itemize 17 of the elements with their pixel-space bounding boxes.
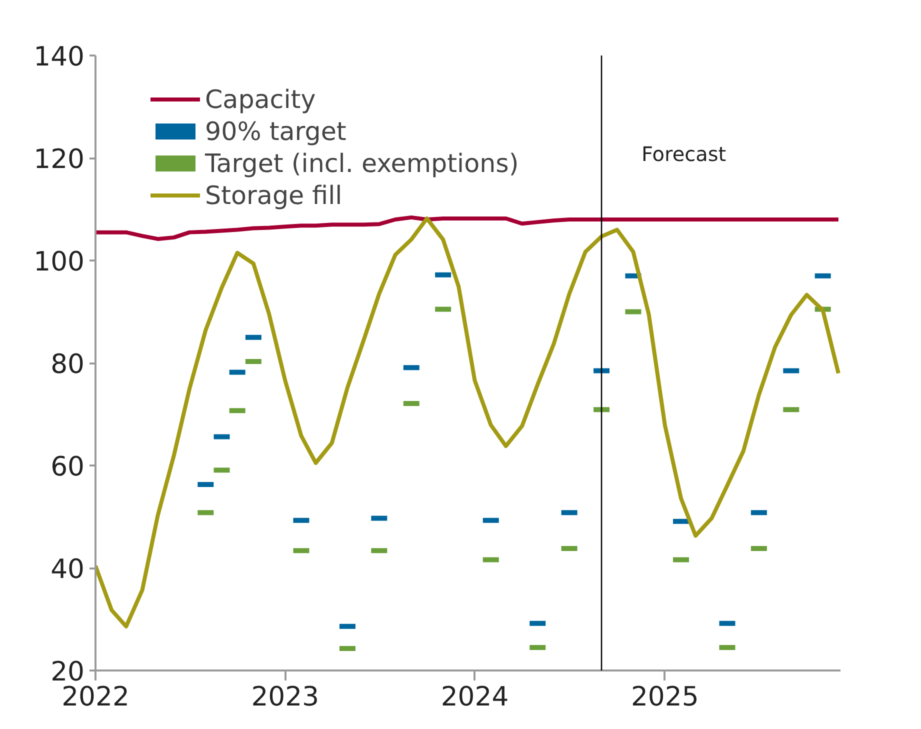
x-tick-label: 2023 <box>251 682 320 712</box>
y-tick-label: 40 <box>50 554 85 585</box>
legend-label: Capacity <box>205 84 316 114</box>
line-series <box>96 216 840 628</box>
legend-label: 90% target <box>205 116 346 146</box>
x-tick-label: 2025 <box>630 682 699 712</box>
y-tick-label: 100 <box>34 246 85 278</box>
ref-line-label: Forecast <box>642 142 726 166</box>
legend-label: Target (incl. exemptions) <box>205 148 519 178</box>
legend-label: Storage fill <box>205 180 342 210</box>
y-tick-label: 140 <box>34 42 85 72</box>
x-tick-label: 2022 <box>62 682 130 712</box>
y-tick-label: 120 <box>34 144 85 175</box>
y-tick-label: 60 <box>50 452 85 482</box>
x-tick-label: 2024 <box>440 682 509 712</box>
y-tick-label: 80 <box>50 349 85 380</box>
line-series <box>96 215 840 241</box>
